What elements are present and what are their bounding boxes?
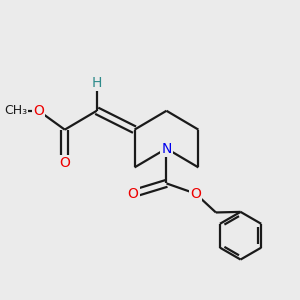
Text: H: H [92,76,102,90]
Text: O: O [128,187,139,201]
Text: CH₃: CH₃ [4,104,27,117]
Text: O: O [59,156,70,170]
Text: O: O [190,187,201,201]
Text: N: N [161,142,172,155]
Text: O: O [33,104,44,118]
